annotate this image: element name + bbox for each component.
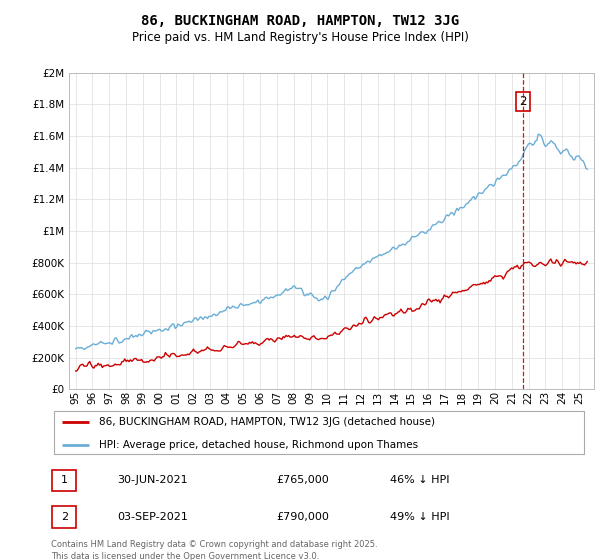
Text: 86, BUCKINGHAM ROAD, HAMPTON, TW12 3JG (detached house): 86, BUCKINGHAM ROAD, HAMPTON, TW12 3JG (…	[100, 417, 436, 427]
Text: 46% ↓ HPI: 46% ↓ HPI	[390, 475, 449, 485]
Text: £765,000: £765,000	[276, 475, 329, 485]
FancyBboxPatch shape	[52, 470, 76, 491]
Text: Contains HM Land Registry data © Crown copyright and database right 2025.
This d: Contains HM Land Registry data © Crown c…	[51, 540, 377, 560]
Text: 86, BUCKINGHAM ROAD, HAMPTON, TW12 3JG: 86, BUCKINGHAM ROAD, HAMPTON, TW12 3JG	[141, 14, 459, 28]
Text: Price paid vs. HM Land Registry's House Price Index (HPI): Price paid vs. HM Land Registry's House …	[131, 31, 469, 44]
Text: £790,000: £790,000	[276, 512, 329, 521]
Text: HPI: Average price, detached house, Richmond upon Thames: HPI: Average price, detached house, Rich…	[100, 440, 418, 450]
Text: 03-SEP-2021: 03-SEP-2021	[117, 512, 188, 521]
Text: 30-JUN-2021: 30-JUN-2021	[117, 475, 188, 485]
FancyBboxPatch shape	[52, 506, 76, 528]
Text: 1: 1	[61, 475, 68, 485]
Text: 49% ↓ HPI: 49% ↓ HPI	[390, 512, 449, 521]
Text: 2: 2	[519, 95, 527, 108]
Text: 2: 2	[61, 512, 68, 521]
FancyBboxPatch shape	[53, 411, 584, 455]
